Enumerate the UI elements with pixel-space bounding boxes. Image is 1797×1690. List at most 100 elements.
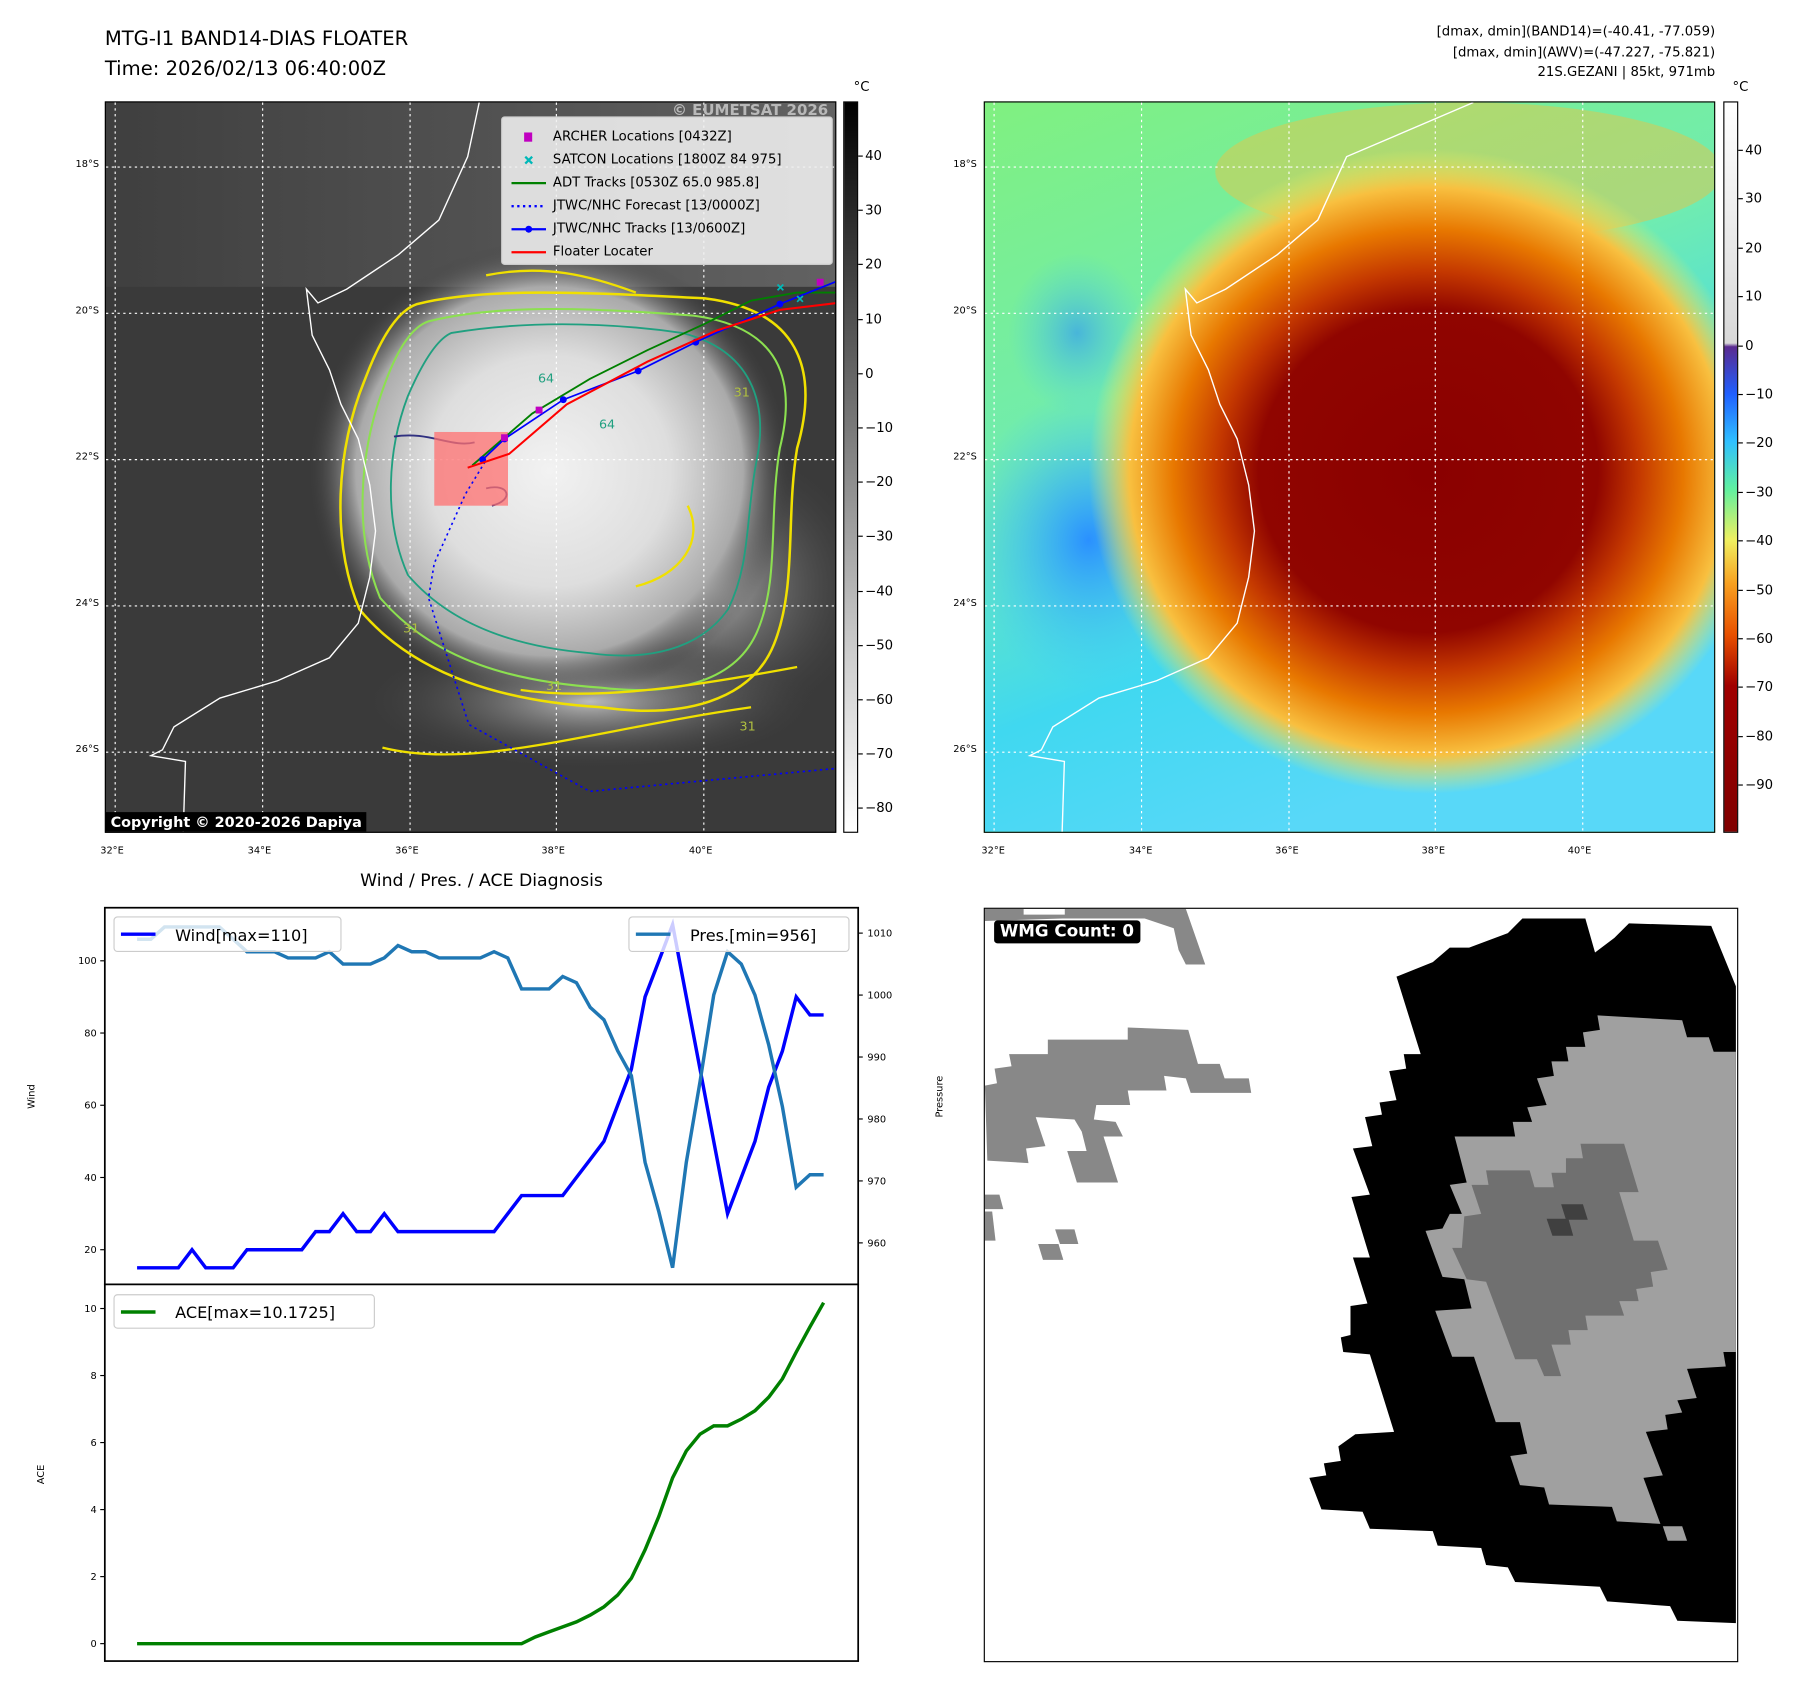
lon-tick-label: 36°E xyxy=(395,845,419,858)
wind-ytick-label: 40 xyxy=(84,1173,96,1184)
line-dot-marker-icon xyxy=(511,221,547,237)
ace-legend-label: ACE[max=10.1725] xyxy=(175,1303,335,1322)
lon-tick-label: 38°E xyxy=(541,845,565,858)
lat-tick-label: 22°S xyxy=(953,451,977,464)
colorbar-tick-label: 20 xyxy=(858,256,882,273)
lat-tick-label: 20°S xyxy=(75,305,100,317)
left-colorbar xyxy=(843,101,859,833)
storm-moisture-core xyxy=(1088,148,1715,794)
legend-item-archer: ARCHER Locations [0432Z] xyxy=(502,127,831,148)
coastline xyxy=(1027,102,1474,832)
contour-teal xyxy=(390,323,761,657)
eumetsat-watermark: © EUMETSAT 2026 xyxy=(671,102,829,120)
wmg-image xyxy=(984,908,1736,1624)
contour-label: 31 xyxy=(740,718,756,733)
legend-item-jtwc-forecast: JTWC/NHC Forecast [13/0000Z] xyxy=(502,196,831,217)
colorbar-tick-label: −20 xyxy=(858,473,894,490)
pressure-legend-label: Pres.[min=956] xyxy=(690,926,816,945)
lon-tick-label: 34°E xyxy=(247,845,272,858)
left-colorbar-unit: °C xyxy=(853,78,870,95)
map-legend: ARCHER Locations [0432Z] SATCON Location… xyxy=(501,116,833,265)
x-marker-icon xyxy=(511,152,546,168)
ace-ytick-label: 2 xyxy=(91,1572,97,1583)
pressure-ytick-label: 970 xyxy=(867,1176,886,1187)
awv-map-panel xyxy=(983,101,1716,833)
colorbar-tick-label: −70 xyxy=(858,745,894,762)
ace-ytick-label: 6 xyxy=(91,1438,97,1449)
colorbar-tick-label: 10 xyxy=(858,310,882,327)
colorbar-tick-label: −50 xyxy=(858,636,894,653)
lat-tick-label: 18°S xyxy=(75,158,100,171)
colorbar-tick-label: −40 xyxy=(1738,532,1774,549)
ace-axis-label: ACE xyxy=(36,1465,47,1485)
colorbar-tick-label: 0 xyxy=(857,364,874,382)
lon-tick-label: 32°E xyxy=(981,845,1005,858)
ace-ytick-label: 4 xyxy=(91,1505,97,1516)
ace-series-line xyxy=(137,1301,826,1646)
lon-tick-label: 40°E xyxy=(1567,845,1592,858)
colorbar-tick-label: 20 xyxy=(1738,239,1763,256)
wmg-region-gray xyxy=(984,1027,1252,1183)
colorbar-tick-label: −60 xyxy=(1738,630,1774,647)
colorbar-tick-label: −20 xyxy=(1738,434,1774,451)
figure-title: MTG-I1 BAND14-DIAS FLOATER xyxy=(104,27,409,51)
wind-legend: Wind[max=110] xyxy=(113,916,342,953)
band14-range: [dmax, dmin](BAND14)=(-40.41, -77.059) xyxy=(1436,23,1716,40)
pressure-ytick-label: 990 xyxy=(867,1052,886,1063)
wind-pressure-axes xyxy=(103,906,860,1286)
legend-label: JTWC/NHC Tracks [13/0600Z] xyxy=(552,220,746,237)
ace-ytick-label: 8 xyxy=(91,1371,97,1382)
colorbar-tick-label: −90 xyxy=(1738,776,1774,793)
line-marker-icon xyxy=(511,244,547,260)
lat-tick-label: 24°S xyxy=(75,597,100,610)
figure-time: Time: 2026/02/13 06:40:00Z xyxy=(104,57,387,81)
wind-series-line xyxy=(137,918,824,1270)
wind-ytick-label: 20 xyxy=(84,1245,96,1256)
legend-label: ADT Tracks [0530Z 65.0 985.8] xyxy=(552,173,760,191)
contour-label: 64 xyxy=(599,417,615,432)
map-gridlines xyxy=(984,102,1715,832)
lon-tick-label: 38°E xyxy=(1421,845,1446,858)
pressure-legend: Pres.[min=956] xyxy=(628,916,850,953)
legend-item-jtwc-tracks: JTWC/NHC Tracks [13/0600Z] xyxy=(502,219,831,240)
pressure-axis-label: Pressure xyxy=(934,1076,945,1118)
ir-map-panel: 64 64 31 31 31 31 ARCHER Locations [0432… xyxy=(104,101,837,833)
colorbar-tick-label: −30 xyxy=(858,528,894,545)
pressure-ytick-label: 980 xyxy=(867,1114,886,1125)
awv-range: [dmax, dmin](AWV)=(-47.227, -75.821) xyxy=(1452,43,1716,60)
lat-tick-label: 20°S xyxy=(953,305,977,317)
diagnosis-charts: Wind / Pres. / ACE Diagnosis Wind Pressu… xyxy=(27,871,945,1662)
right-colorbar-unit: °C xyxy=(1732,78,1749,95)
wmg-panel: WMG Count: 0 xyxy=(983,907,1739,1663)
lon-tick-label: 32°E xyxy=(100,845,124,858)
contour-label: 31 xyxy=(546,678,562,693)
contour-yellow xyxy=(339,291,807,712)
pressure-ytick-label: 960 xyxy=(867,1238,886,1249)
wind-axis-label: Wind xyxy=(27,1084,38,1109)
colorbar-tick-label: 40 xyxy=(1738,141,1763,158)
wmg-count-badge: WMG Count: 0 xyxy=(994,920,1140,944)
dotted-line-icon xyxy=(511,198,547,214)
ace-axes xyxy=(103,1283,860,1662)
storm-info: 21S.GEZANI | 85kt, 971mb xyxy=(1537,63,1716,80)
lon-tick-label: 34°E xyxy=(1128,845,1153,858)
wind-ytick-label: 80 xyxy=(84,1028,96,1039)
legend-item-satcon: SATCON Locations [1800Z 84 975] xyxy=(502,150,831,171)
colorbar-tick-label: −30 xyxy=(1738,483,1774,500)
floater-locater-track xyxy=(467,302,836,469)
wind-ytick-label: 100 xyxy=(78,956,97,967)
contour-green xyxy=(361,307,787,692)
pressure-ytick-label: 1010 xyxy=(867,929,892,940)
legend-item-adt: ADT Tracks [0530Z 65.0 985.8] xyxy=(502,173,831,194)
colorbar-tick-label: −50 xyxy=(1738,581,1774,598)
ace-ytick-label: 10 xyxy=(84,1304,96,1315)
awv-map-image xyxy=(984,102,1715,832)
wind-legend-label: Wind[max=110] xyxy=(175,926,307,945)
line-marker-icon xyxy=(511,175,547,191)
contour-label: 64 xyxy=(538,370,554,385)
colorbar-tick-label: 40 xyxy=(858,147,882,164)
pressure-ytick-label: 1000 xyxy=(867,991,892,1002)
lat-tick-label: 24°S xyxy=(953,597,977,610)
legend-label: ARCHER Locations [0432Z] xyxy=(552,127,732,144)
legend-label: Floater Locater xyxy=(552,243,653,260)
